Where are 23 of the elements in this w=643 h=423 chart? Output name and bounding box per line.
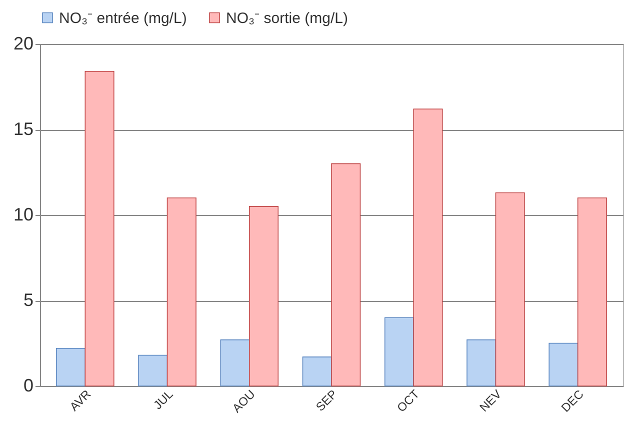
bar: [302, 356, 332, 386]
bar: [495, 192, 525, 386]
x-tick-label: JUL: [150, 386, 176, 412]
bar: [166, 198, 196, 386]
bar: [384, 317, 414, 386]
bar: [466, 339, 496, 386]
y-tick-label: 20: [13, 34, 34, 54]
bar: [138, 354, 168, 386]
bar: [220, 339, 250, 386]
bar: [413, 108, 443, 386]
bar: [548, 342, 578, 386]
bar: [577, 198, 607, 386]
legend-label: NO₃⁻ entrée (mg/L): [59, 10, 187, 27]
y-tick-label: 10: [13, 204, 34, 224]
x-tick-label: SEP: [313, 387, 340, 414]
bar: [84, 70, 114, 386]
bar: [248, 206, 279, 386]
y-tick-label: 0: [23, 376, 34, 396]
y-tick-label: 5: [23, 290, 34, 310]
bar: [331, 163, 361, 386]
y-tick-label: 15: [13, 119, 34, 139]
bar: [56, 348, 86, 386]
legend-label: NO₃⁻ sortie (mg/L): [226, 10, 348, 27]
